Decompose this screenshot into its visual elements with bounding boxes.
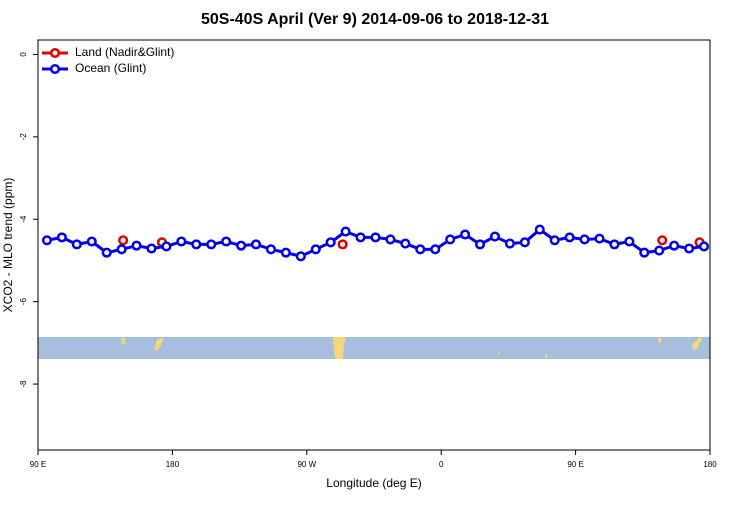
y-tick-label: 0 (19, 52, 28, 57)
data-point (101, 247, 112, 258)
data-point (340, 226, 351, 237)
data-point (56, 232, 67, 243)
data-point (669, 240, 680, 251)
data-point (250, 239, 262, 250)
plot-frame (37, 39, 711, 451)
legend-marker (49, 47, 61, 59)
legend-label: Ocean (Glint) (75, 61, 146, 75)
data-point (116, 244, 127, 255)
data-point (86, 236, 97, 247)
x-axis-label: Longitude (deg E) (326, 476, 421, 490)
x-tick-label: 180 (703, 460, 717, 469)
data-point (609, 239, 620, 250)
data-point (489, 231, 501, 242)
data-point (400, 238, 411, 249)
data-point (295, 251, 306, 262)
data-point (385, 234, 396, 245)
y-tick-label: -2 (19, 133, 28, 141)
data-point (430, 244, 441, 255)
data-point (698, 241, 710, 252)
data-point (549, 235, 560, 246)
legend-label: Land (Nadir&Glint) (75, 45, 174, 59)
data-point (370, 232, 381, 243)
data-point (280, 247, 291, 258)
land-strip (38, 337, 710, 359)
chart-title: 50S-40S April (Ver 9) 2014-09-06 to 2018… (201, 11, 549, 28)
data-point (310, 244, 321, 255)
data-point (639, 247, 650, 258)
data-point (594, 233, 605, 244)
legend-marker (49, 63, 61, 75)
y-tick-label: -6 (19, 298, 28, 306)
y-tick-label: -4 (19, 215, 28, 223)
y-axis-label: XCO2 - MLO trend (ppm) (1, 178, 15, 313)
data-point (161, 241, 172, 252)
data-point (519, 237, 530, 248)
data-point (474, 239, 486, 250)
x-tick-label: 90 W (297, 460, 316, 469)
data-point (191, 239, 202, 250)
data-point (415, 244, 426, 255)
data-point (534, 224, 545, 235)
data-point (206, 239, 217, 250)
data-point (176, 236, 187, 247)
data-point (221, 236, 232, 247)
data-point (325, 237, 336, 248)
data-point (654, 245, 665, 256)
data-point (624, 236, 635, 247)
data-point (460, 229, 471, 240)
data-point (265, 244, 277, 255)
x-tick-label: 90 E (567, 460, 583, 469)
x-tick-label: 0 (439, 460, 444, 469)
x-tick-label: 90 E (30, 460, 46, 469)
data-point (657, 235, 668, 246)
data-point (146, 243, 157, 254)
data-point (504, 238, 515, 249)
data-point (579, 234, 590, 245)
data-point (236, 240, 247, 251)
data-point (41, 235, 53, 246)
data-point (564, 232, 575, 243)
data-point (131, 240, 142, 251)
data-point (118, 235, 129, 246)
data-point (355, 232, 366, 243)
y-tick-label: -8 (19, 380, 28, 388)
data-point (445, 234, 456, 245)
data-point (684, 243, 695, 254)
data-point (71, 239, 82, 250)
data-point (337, 239, 348, 250)
x-tick-label: 180 (166, 460, 180, 469)
